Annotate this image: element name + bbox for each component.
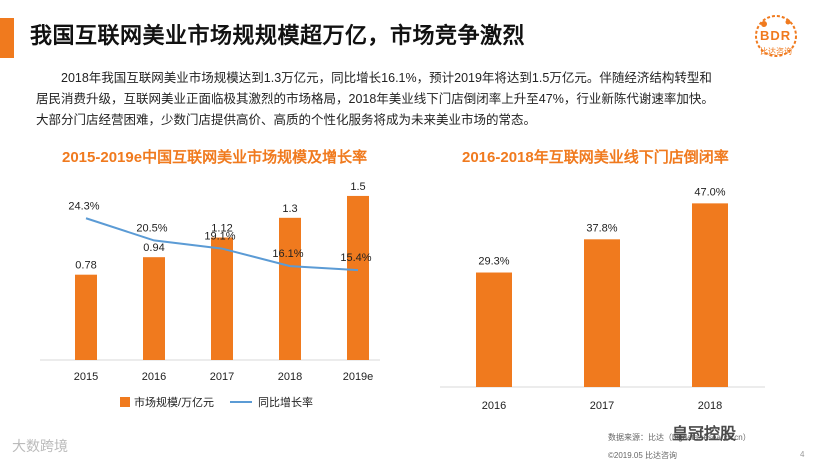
chart1-bar [75, 274, 97, 360]
page-number: 4 [800, 450, 805, 459]
chart2-x-tick: 2018 [698, 400, 722, 412]
chart1-x-tick: 2018 [278, 371, 302, 383]
chart2-bar-label: 47.0% [694, 186, 725, 198]
chart1-line-label: 24.3% [68, 200, 99, 212]
data-source: 数据来源：比达（bigdata-research.cn） [608, 433, 751, 442]
chart1-x-tick: 2017 [210, 371, 234, 383]
chart2-bar [692, 203, 728, 387]
chart1-line-label: 16.1% [272, 248, 303, 260]
bdr-logo-icon [755, 15, 797, 57]
chart1-title: 2015-2019e中国互联网美业市场规模及增长率 [62, 149, 368, 166]
chart1-bar-label: 0.94 [143, 242, 164, 254]
chart1-bar [347, 195, 369, 360]
page-title: 我国互联网美业市场规规模超万亿，市场竞争激烈 [30, 23, 526, 48]
chart2-bar [476, 272, 512, 387]
chart1-line-label: 15.4% [340, 252, 371, 264]
chart1-line-label: 19.1% [204, 231, 235, 243]
chart1-x-tick: 2019e [343, 371, 374, 383]
chart2-title: 2016-2018年互联网美业线下门店倒闭率 [462, 149, 729, 166]
logo-text: BDR [760, 28, 792, 43]
chart1-line-label: 20.5% [136, 222, 167, 234]
logo-subtext: 比达咨询 [760, 47, 792, 56]
chart2-bar-label: 29.3% [478, 256, 509, 268]
chart1-bar [211, 237, 233, 360]
chart1-bar-label: 1.3 [282, 203, 297, 215]
chart1-growth-line [85, 217, 359, 272]
chart1-bar-label: 1.5 [350, 181, 365, 193]
paragraph-line-3: 大部分门店经营困难，少数门店提供高价、高质的个性化服务将成为未来美业市场的常态。 [36, 113, 537, 127]
paragraph-line-2: 居民消费升级，互联网美业正面临极其激烈的市场格局，2018年美业线下门店倒闭率上… [36, 92, 714, 106]
legend-bar-swatch [120, 397, 130, 407]
legend-bar-label: 市场规模/万亿元 [134, 395, 214, 409]
watermark-right: 皇冠控股 [672, 426, 737, 443]
chart1-bar [279, 217, 301, 360]
chart2-x-tick: 2017 [590, 400, 614, 412]
chart1-x-tick: 2016 [142, 371, 166, 383]
chart1-bar-label: 0.78 [75, 260, 96, 272]
paragraph-line-1: 2018年我国互联网美业市场规模达到1.3万亿元，同比增长16.1%，预计201… [61, 71, 712, 85]
closure-rate-chart: 29.3% 2016 37.8% 2017 47.0% 2018 [440, 186, 765, 412]
chart1-bar-label: 1.12 [211, 223, 232, 235]
watermark-left: 大数跨境 [12, 438, 68, 454]
copyright: ©2019.05 比达咨询 [608, 451, 678, 460]
chart2-bar [584, 239, 620, 387]
chart2-x-tick: 2016 [482, 400, 506, 412]
chart1-x-tick: 2015 [74, 371, 98, 383]
market-size-chart: 0.78 2015 0.94 2016 1.12 2017 1.3 2018 1.5 2019e 2… [40, 181, 380, 409]
title-accent-bar [0, 18, 14, 58]
summary-paragraph: 2018年我国互联网美业市场规模达到1.3万亿元，同比增长16.1%，预计201… [36, 68, 786, 131]
chart1-bar [143, 257, 165, 360]
chart2-bar-label: 37.8% [586, 222, 617, 234]
legend-line-label: 同比增长率 [258, 395, 313, 409]
